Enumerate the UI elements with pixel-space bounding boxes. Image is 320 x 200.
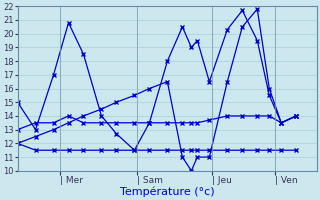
X-axis label: Température (°c): Température (°c)	[120, 187, 215, 197]
